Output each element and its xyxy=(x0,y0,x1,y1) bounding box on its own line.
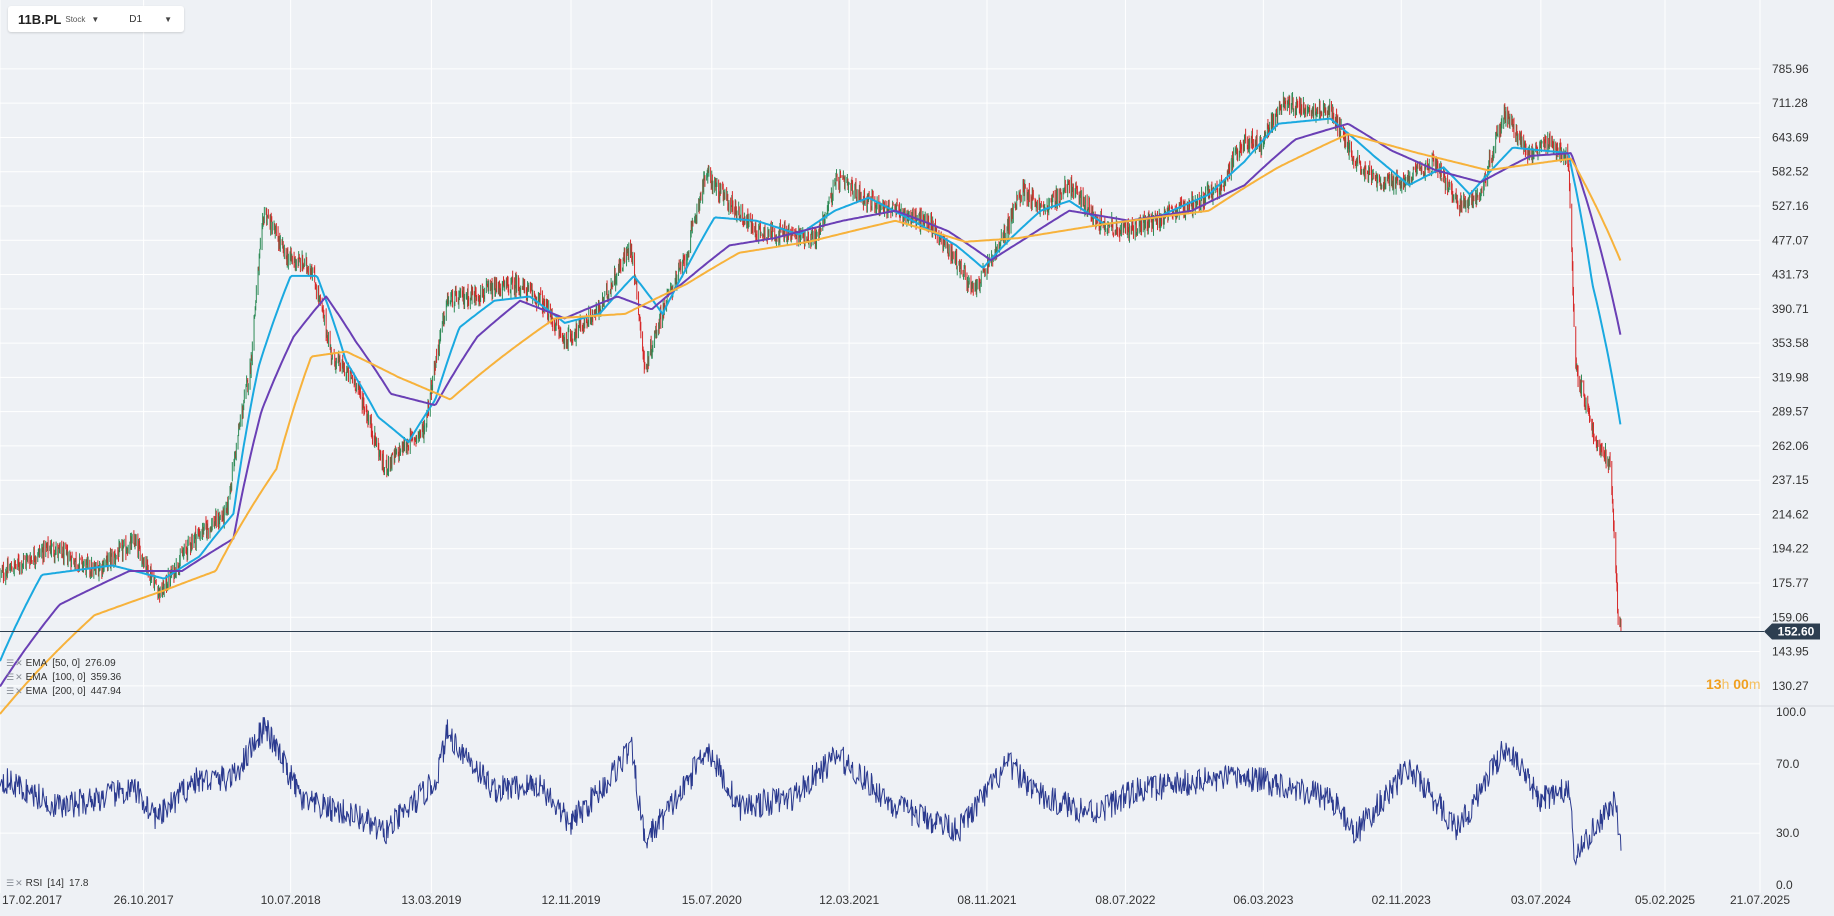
price-axis[interactable]: 785.96 711.28 643.69 582.52 527.16 477.07 431.… xyxy=(1772,62,1809,693)
rsi-series-line xyxy=(0,717,1622,867)
timer-hours: 13 xyxy=(1706,676,1722,692)
price-tick-label: 711.28 xyxy=(1772,96,1808,110)
indicator-settings-icon[interactable]: ☰✕ xyxy=(6,672,24,682)
time-tick-label: 08.11.2021 xyxy=(957,893,1016,907)
instrument-type: Stock xyxy=(65,14,86,24)
indicator-settings-icon[interactable]: ☰✕ xyxy=(6,686,24,696)
indicator-legend-ema-100[interactable]: ☰✕ EMA [100, 0] 359.36 xyxy=(6,672,121,683)
indicator-value: 276.09 xyxy=(85,658,116,669)
ema-line-200 xyxy=(0,133,1622,715)
symbol-dropdown-caret-icon[interactable]: ▼ xyxy=(91,14,100,24)
indicator-legend-ema-200[interactable]: ☰✕ EMA [200, 0] 447.94 xyxy=(6,686,121,697)
price-tick-label: 353.58 xyxy=(1772,336,1809,350)
indicator-value: 359.36 xyxy=(90,672,122,683)
price-tick-label: 175.77 xyxy=(1772,576,1809,590)
candlesticks xyxy=(0,91,1622,631)
rsi-tick-label: 100.0 xyxy=(1776,705,1806,719)
indicator-params: [14] xyxy=(47,878,64,889)
price-tick-label: 582.52 xyxy=(1772,165,1809,179)
ema-lines xyxy=(0,117,1622,715)
price-tick-label: 289.57 xyxy=(1772,405,1809,419)
rsi-tick-label: 0.0 xyxy=(1776,878,1793,892)
price-tick-label: 390.71 xyxy=(1772,302,1809,316)
indicator-params: [200, 0] xyxy=(52,686,86,697)
indicator-legend-ema-50[interactable]: ☰✕ EMA [50, 0] 276.09 xyxy=(6,658,116,669)
timer-minutes-unit: m xyxy=(1748,676,1761,692)
indicator-label: RSI xyxy=(25,878,43,889)
price-tick-label: 643.69 xyxy=(1772,130,1809,144)
current-price-marker: 152.60 xyxy=(0,623,1820,640)
price-tick-label: 194.22 xyxy=(1772,542,1809,556)
time-tick-label: 13.03.2019 xyxy=(401,893,461,907)
indicator-params: [50, 0] xyxy=(52,658,81,669)
indicator-label: EMA xyxy=(25,672,48,683)
time-tick-label: 17.02.2017 xyxy=(2,893,62,907)
indicator-value: 17.8 xyxy=(68,878,89,889)
rsi-line xyxy=(0,717,1622,867)
rsi-grid xyxy=(0,763,1760,834)
time-tick-label: 08.07.2022 xyxy=(1095,893,1155,907)
time-tick-label: 05.02.2025 xyxy=(1635,893,1695,907)
timer-minutes: 00 xyxy=(1733,676,1749,692)
current-price-label: 152.60 xyxy=(1778,625,1815,639)
price-tick-label: 237.15 xyxy=(1772,473,1809,487)
price-tick-label: 527.16 xyxy=(1772,199,1809,213)
time-tick-label: 26.10.2017 xyxy=(114,893,174,907)
timeframe-dropdown-caret-icon[interactable]: ▼ xyxy=(164,14,173,24)
indicator-label: EMA xyxy=(25,658,48,669)
price-tick-label: 262.06 xyxy=(1772,439,1809,453)
time-axis[interactable]: 17.02.2017 26.10.2017 10.07.2018 13.03.2019… xyxy=(2,893,1790,907)
grid xyxy=(0,0,1834,893)
time-tick-label: 02.11.2023 xyxy=(1372,893,1431,907)
time-tick-label: 12.11.2019 xyxy=(541,893,600,907)
rsi-tick-label: 30.0 xyxy=(1776,826,1800,840)
indicator-params: [100, 0] xyxy=(52,672,86,683)
price-tick-label: 431.73 xyxy=(1772,268,1809,282)
price-tick-label: 319.98 xyxy=(1772,370,1809,384)
price-tick-label: 143.95 xyxy=(1772,645,1809,659)
indicator-settings-icon[interactable]: ☰✕ xyxy=(6,658,24,668)
ema-line-100 xyxy=(0,122,1622,688)
rsi-tick-label: 70.0 xyxy=(1776,757,1800,771)
price-tick-label: 785.96 xyxy=(1772,62,1809,76)
symbol-toolbar: 11B.PL Stock ▼ D1 ▼ xyxy=(8,6,184,32)
indicator-label: EMA xyxy=(25,686,48,697)
symbol-name[interactable]: 11B.PL xyxy=(18,11,62,27)
time-tick-label: 10.07.2018 xyxy=(261,893,321,907)
timeframe-selector[interactable]: D1 xyxy=(129,13,143,25)
indicator-value: 447.94 xyxy=(90,686,122,697)
price-tick-label: 214.62 xyxy=(1772,507,1809,521)
candle-countdown-timer: 13h 00m xyxy=(1706,676,1761,692)
price-tick-label: 130.27 xyxy=(1772,679,1809,693)
time-tick-label: 21.07.2025 xyxy=(1730,893,1790,907)
price-tick-label: 159.06 xyxy=(1772,610,1809,624)
indicator-settings-icon[interactable]: ☰✕ xyxy=(6,878,24,888)
timer-hours-unit: h xyxy=(1721,676,1730,692)
price-tick-label: 477.07 xyxy=(1772,233,1809,247)
rsi-axis[interactable]: 100.0 70.0 30.0 0.0 xyxy=(1776,705,1806,892)
current-price-badge xyxy=(1764,623,1820,640)
indicator-legend-rsi[interactable]: ☰✕ RSI [14] 17.8 xyxy=(6,878,88,889)
time-tick-label: 06.03.2023 xyxy=(1233,893,1293,907)
time-tick-label: 03.07.2024 xyxy=(1511,893,1571,907)
time-tick-label: 12.03.2021 xyxy=(819,893,879,907)
time-tick-label: 15.07.2020 xyxy=(682,893,742,907)
